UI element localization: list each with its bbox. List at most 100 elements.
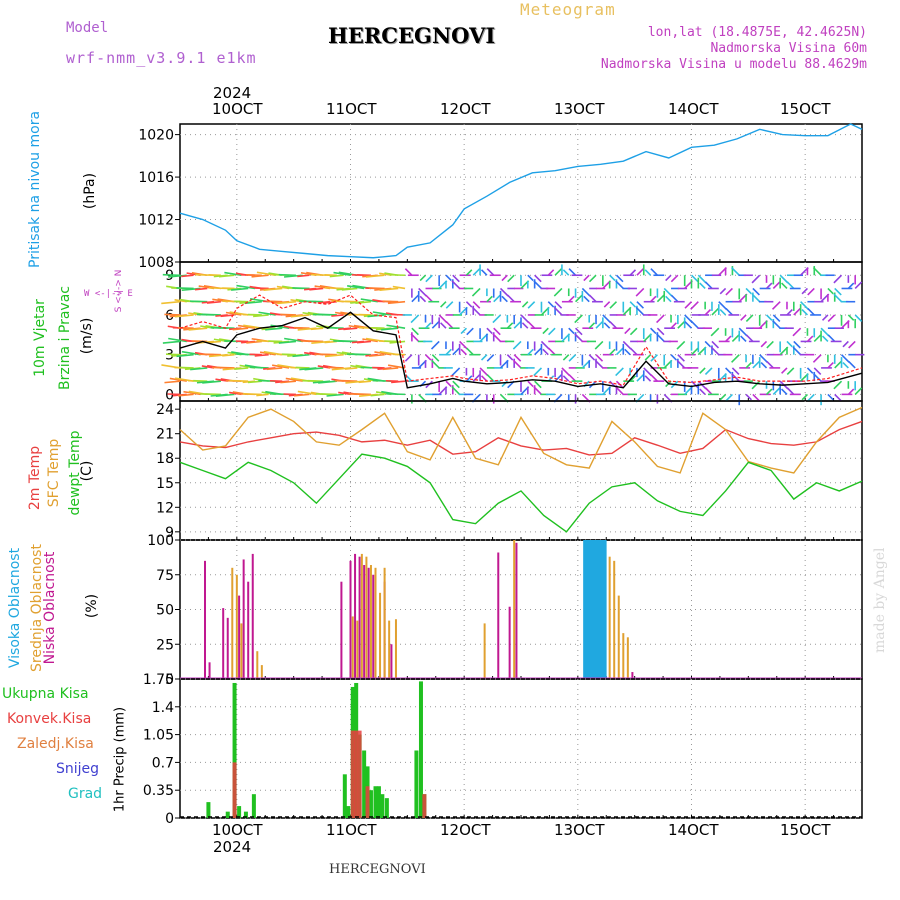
wind-arrow <box>290 314 310 318</box>
wind-arrow <box>430 340 440 350</box>
precip-legend-snow: Snijeg <box>56 761 100 777</box>
ytick-label: 6 <box>165 308 174 324</box>
wind-arrow <box>304 300 324 303</box>
wind-arrow <box>162 273 181 277</box>
ytick-label: 0 <box>165 387 174 403</box>
mid-cloud-bar <box>617 595 620 679</box>
wind-arrow <box>215 378 228 382</box>
wind-arrow <box>731 354 740 363</box>
wind-arrow <box>656 333 665 342</box>
wind-arrow <box>588 354 596 361</box>
page-title: HERCEGNOVI <box>328 23 496 48</box>
wind-arrow <box>806 367 814 374</box>
wind-arrow <box>168 337 187 343</box>
wind-arrow <box>465 269 473 276</box>
wind-arrow <box>244 300 262 305</box>
wind-arrow <box>492 333 502 342</box>
wind-arrow <box>512 340 522 350</box>
ytick-label: 9 <box>165 525 174 541</box>
wind-arrow <box>772 314 781 323</box>
wind-arrow <box>251 274 269 278</box>
total-precip-bar <box>243 811 248 818</box>
wind-arrow <box>292 353 310 358</box>
wind-arrow <box>629 327 638 336</box>
wind-arrow <box>725 287 733 296</box>
bottom-tick-label: 11OCT <box>326 821 377 839</box>
wind-arrow <box>527 321 536 329</box>
mid-cloud-bar <box>374 567 377 679</box>
wind-arrow <box>629 375 637 382</box>
wind-arrow <box>472 301 481 309</box>
wind-arrow <box>711 307 720 316</box>
wind-arrow <box>793 307 801 316</box>
wind-arrow <box>362 338 378 343</box>
wind-arrow <box>677 354 685 362</box>
wind-arrow <box>547 301 555 308</box>
wind-arrow <box>194 287 208 291</box>
wind-arrow <box>472 268 481 276</box>
wind-arrow <box>460 348 468 356</box>
wind-arrow <box>445 274 452 282</box>
low-cloud-bar <box>226 617 229 679</box>
precip-legend-graupel: Grad <box>68 786 103 802</box>
temp2m-line <box>179 420 863 456</box>
mid-cloud-bar <box>613 560 616 679</box>
total-precip-bar <box>251 794 256 818</box>
wind-arrow <box>347 284 365 290</box>
total-precip-bar <box>232 682 237 818</box>
wind-arrow <box>765 388 773 395</box>
wind-arrow <box>595 354 604 362</box>
wind-arrow <box>854 281 863 290</box>
wind-arrow <box>650 374 658 382</box>
bottom-tick-label: 13OCT <box>554 821 605 839</box>
wind-arrow <box>583 295 590 303</box>
wind-arrow <box>265 327 283 331</box>
wind-arrow <box>690 347 699 356</box>
wind-arrow <box>842 361 849 369</box>
wind-arrow <box>234 367 249 371</box>
conv-precip-bar <box>357 730 362 818</box>
wind-arrow <box>812 354 822 363</box>
wind-arrow <box>771 301 781 310</box>
total-precip-bar <box>237 806 242 818</box>
wind-arrow <box>452 380 460 389</box>
total-precip-bar <box>362 750 367 818</box>
wind-arrow <box>254 353 269 357</box>
wind-arrow <box>676 340 686 350</box>
wind-arrow <box>374 351 392 356</box>
wind-arrow <box>547 269 555 276</box>
wind-arrow <box>319 353 337 356</box>
low-cloud-bar <box>515 542 518 679</box>
wind-arrow <box>438 314 448 324</box>
ytick-label: 21 <box>156 427 174 443</box>
wind-arrow <box>387 364 406 369</box>
wind-arrow <box>218 274 235 278</box>
wind-arrow <box>176 287 194 290</box>
wind-arrow <box>203 353 221 356</box>
wind-arrow <box>568 295 575 303</box>
wind-arrow <box>684 301 693 309</box>
wind-arrow <box>542 348 549 356</box>
bottom-tick-label: 12OCT <box>440 821 491 839</box>
wind-arrow <box>562 354 570 361</box>
wind-arrow <box>451 386 461 395</box>
conv-precip-bar <box>365 786 370 818</box>
pressure-line <box>179 123 863 259</box>
lonlat-label: lon,lat (18.4875E, 42.4625N) <box>647 25 867 40</box>
wind-arrow <box>164 380 181 384</box>
top-tick-label: 14OCT <box>668 100 719 118</box>
wind-arrow <box>324 287 344 290</box>
precip-legend-conv: Konvek.Kisa <box>7 711 92 727</box>
model-label: Model <box>66 20 109 36</box>
wind-arrow <box>243 392 262 396</box>
model-value: wrf-nmm_v3.9.1 e1km <box>66 49 257 67</box>
wind-arrow <box>256 271 276 277</box>
wind-arrow <box>480 354 488 361</box>
wind-arrow <box>368 353 385 357</box>
wind-arrow <box>471 287 481 297</box>
ytick-label: 0.35 <box>143 783 174 799</box>
wind-arrow <box>353 393 371 396</box>
wind-arrow <box>718 301 727 310</box>
wind-arrow <box>635 306 645 316</box>
mid-cloud-bar <box>388 620 391 679</box>
